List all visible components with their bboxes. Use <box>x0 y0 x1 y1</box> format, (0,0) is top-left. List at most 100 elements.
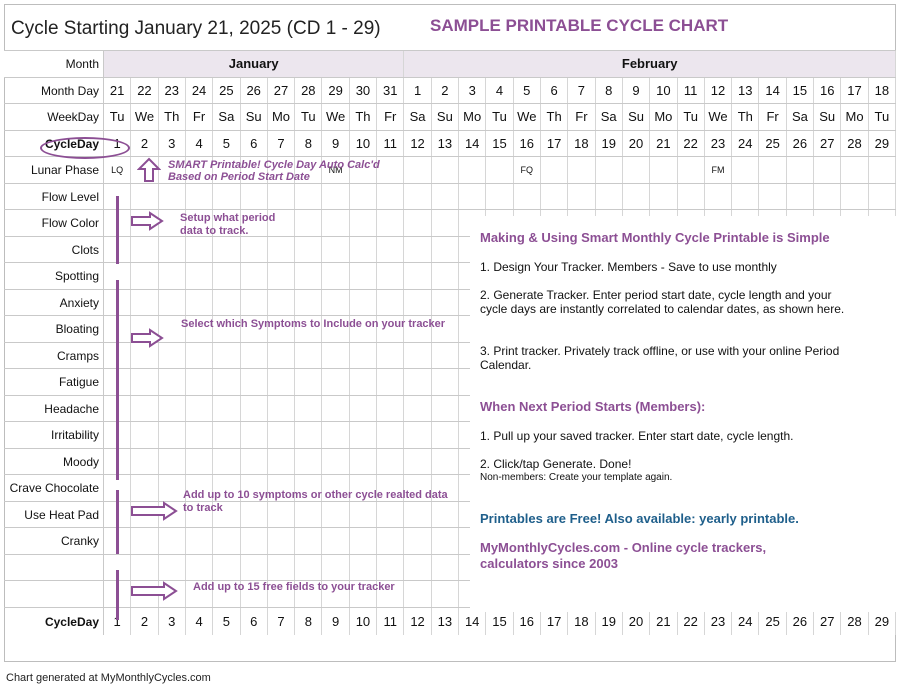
cycleday-cell: 15 <box>486 130 514 156</box>
tracked-cell <box>432 528 460 554</box>
tracked-cell <box>104 342 132 368</box>
tracked-cell <box>159 528 186 554</box>
tracked-cell <box>404 395 432 421</box>
tracked-cell <box>350 581 378 607</box>
month-day-cell: 15 <box>787 77 815 103</box>
tracked-cell <box>131 475 159 501</box>
month-day-cell: 30 <box>350 77 378 103</box>
tracked-cell <box>213 475 241 501</box>
tracked-cell <box>295 316 323 342</box>
tracked-cell <box>295 342 323 368</box>
tracked-cell <box>159 475 186 501</box>
cycleday-cell: 19 <box>596 130 623 156</box>
tracked-cell <box>459 183 487 209</box>
tracked-cell <box>432 289 460 315</box>
tracked-cell <box>131 342 159 368</box>
month-day-cell: 21 <box>104 77 132 103</box>
month-label: Month <box>4 51 104 77</box>
lunar-phase-cell <box>186 157 214 183</box>
tracked-cell <box>131 369 159 395</box>
flow-group-bar <box>116 196 119 264</box>
cycleday-cell-bottom: 14 <box>459 607 487 635</box>
cycleday-cell-bottom: 6 <box>241 607 268 635</box>
lunar-phase-cell <box>869 157 896 183</box>
up-arrow-icon <box>137 157 161 182</box>
cycleday-cell: 17 <box>541 130 569 156</box>
tracked-cell <box>104 395 132 421</box>
tracked-cell <box>213 528 241 554</box>
page-title: Cycle Starting January 21, 2025 (CD 1 - … <box>11 18 381 39</box>
tracked-cell <box>186 316 214 342</box>
month-day-cell: 4 <box>486 77 514 103</box>
tracked-cell <box>295 501 323 527</box>
info-free-note: Printables are Free! Also available: yea… <box>480 511 799 526</box>
cycleday-cell-bottom: 5 <box>213 607 241 635</box>
tracked-cell <box>268 554 296 580</box>
cycleday-cell: 13 <box>432 130 460 156</box>
tracked-cell <box>268 263 296 289</box>
cycleday-cell: 11 <box>377 130 405 156</box>
tracked-cell <box>432 448 460 474</box>
cycleday-cell: 29 <box>869 130 896 156</box>
tracked-cell <box>322 554 350 580</box>
cycleday-cell: 6 <box>241 130 268 156</box>
tracked-cell <box>350 528 378 554</box>
tracked-cell <box>432 581 460 607</box>
weekday-cell: Mo <box>650 104 678 130</box>
tracked-cell <box>787 183 815 209</box>
tracked-cell <box>186 448 214 474</box>
tracked-cell <box>104 528 132 554</box>
lunar-phase-cell <box>814 157 842 183</box>
info-step-2: 2. Generate Tracker. Enter period start … <box>480 288 845 316</box>
lunar-phase-cell <box>350 157 378 183</box>
lunar-phase-label: Lunar Phase <box>4 157 104 183</box>
tracked-cell <box>841 183 869 209</box>
tracked-cell <box>432 183 460 209</box>
month-day-cell: 28 <box>295 77 323 103</box>
tracked-cell <box>186 289 214 315</box>
cycleday-cell-bottom: 16 <box>514 607 541 635</box>
tracked-cell <box>432 501 460 527</box>
cycleday-cell: 4 <box>186 130 214 156</box>
tracked-cell <box>131 289 159 315</box>
setup-note-line1: Setup what period <box>180 212 276 224</box>
tracked-cell <box>322 183 350 209</box>
lunar-phase-mark: FQ <box>514 157 541 183</box>
tracked-cell <box>322 342 350 368</box>
tracked-cell <box>377 316 405 342</box>
tracked-cell <box>295 528 323 554</box>
tracked-cell <box>377 289 405 315</box>
tracked-cell <box>186 395 214 421</box>
add15-note: Add up to 15 free fields to your tracker <box>193 581 395 593</box>
cycleday-row-bottom: CycleDay 1 2 3 4 5 6 7 8 9 10 11 12 13 14 15 16 17 18 19 20 2… <box>4 606 896 635</box>
tracked-cell <box>268 183 296 209</box>
tracked-cell <box>350 289 378 315</box>
info-site-note: MyMonthlyCycles.com - Online cycle track… <box>480 540 767 571</box>
tracked-cell <box>104 183 132 209</box>
tracked-cell <box>295 395 323 421</box>
tracked-cell <box>678 183 705 209</box>
tracked-cell <box>322 501 350 527</box>
cycleday-cell-bottom: 3 <box>159 607 186 635</box>
tracked-cell <box>404 183 432 209</box>
tracked-cell <box>350 475 378 501</box>
month-day-cell: 9 <box>623 77 651 103</box>
tracked-cell <box>213 422 241 448</box>
tracked-row-label: Flow Color <box>4 210 104 236</box>
lunar-phase-cell <box>459 157 487 183</box>
cycleday-cell-bottom: 18 <box>568 607 596 635</box>
tracked-cell <box>322 395 350 421</box>
month-day-cell: 14 <box>759 77 787 103</box>
tracked-cell <box>159 183 186 209</box>
tracked-cell <box>404 263 432 289</box>
cycleday-cell: 28 <box>841 130 869 156</box>
tracked-row-label: Clots <box>4 236 104 262</box>
lunar-phase-mark: LQ <box>104 157 132 183</box>
tracked-cell <box>322 210 350 236</box>
weekday-cell: Th <box>732 104 760 130</box>
smart-note-line2: Based on Period Start Date <box>168 171 310 183</box>
tracked-cell <box>104 263 132 289</box>
lunar-phase-cell <box>678 157 705 183</box>
month-day-cell: 7 <box>568 77 596 103</box>
cycleday-cell: 12 <box>404 130 432 156</box>
